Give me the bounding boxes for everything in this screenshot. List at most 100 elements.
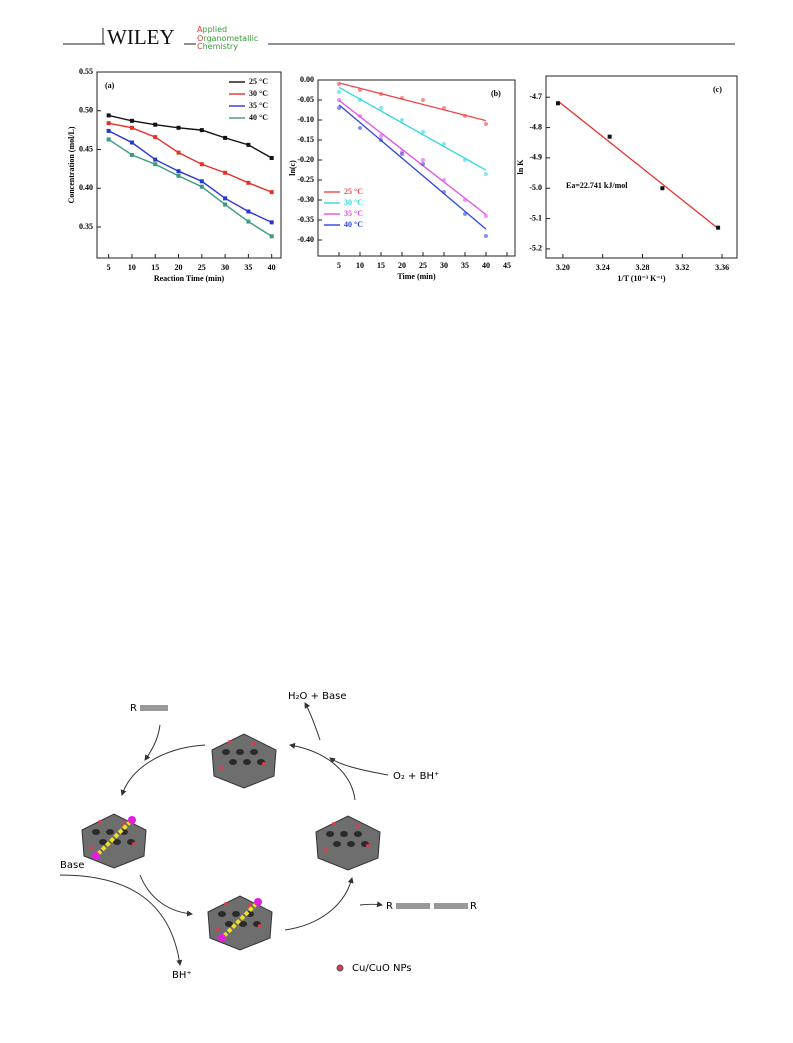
trend-line <box>338 99 487 216</box>
x-tick-label: 3.32 <box>675 263 689 272</box>
ligand <box>128 816 136 824</box>
trend-line <box>557 100 719 230</box>
legend-label: 40 °C <box>344 220 363 229</box>
data-point <box>153 135 158 140</box>
catalyst-pore <box>236 749 244 755</box>
y-tick-label: -5.0 <box>529 183 542 192</box>
data-point <box>358 126 362 130</box>
y-tick-label: -5.1 <box>529 213 542 222</box>
data-point <box>269 156 274 161</box>
ligand <box>218 934 226 942</box>
y-tick-label: -0.10 <box>297 115 314 124</box>
cycle-arrow <box>289 742 356 801</box>
y-tick-label: -4.9 <box>529 153 542 162</box>
data-point <box>463 212 467 216</box>
y-axis-label: ln(c) <box>288 160 297 176</box>
data-point <box>463 114 467 118</box>
nanoparticle <box>224 902 228 906</box>
nanoparticle <box>220 766 224 770</box>
side-arrow <box>329 757 389 776</box>
data-point <box>129 118 134 123</box>
x-tick-label: 25 <box>419 261 427 270</box>
series-line <box>108 138 273 237</box>
data-point <box>379 138 383 142</box>
nanoparticle <box>332 822 336 826</box>
x-tick-label: 35 <box>461 261 469 270</box>
nanoparticle <box>252 742 256 746</box>
data-point <box>223 196 228 201</box>
data-point <box>176 173 181 178</box>
y-tick-label: -0.25 <box>297 175 314 184</box>
catalyst-pore <box>340 831 348 837</box>
side-arrow <box>59 874 183 966</box>
data-point <box>246 180 251 185</box>
byproduct: H₂O + Base <box>288 691 347 702</box>
data-point <box>421 98 425 102</box>
catalyst-pore <box>354 831 362 837</box>
x-axis-label: Time (min) <box>397 272 436 281</box>
y-tick-label: 0.45 <box>79 144 93 153</box>
x-tick-label: 15 <box>377 261 385 270</box>
x-tick-label: 30 <box>440 261 448 270</box>
catalyst-pore <box>239 921 247 927</box>
x-tick-label: 3.36 <box>715 263 729 272</box>
legend-label: 25 °C <box>344 187 363 196</box>
data-point <box>421 162 425 166</box>
legend-label: 35 °C <box>249 101 268 110</box>
data-point <box>153 162 158 167</box>
annotation: Ea=22.741 kJ/mol <box>566 181 628 190</box>
data-point <box>269 234 274 239</box>
product: R <box>470 901 477 912</box>
plot-frame <box>317 79 516 257</box>
y-tick-label: -0.20 <box>297 155 314 164</box>
data-point <box>421 130 425 134</box>
brand: WILEY <box>107 25 175 49</box>
data-point <box>337 82 341 86</box>
data-point <box>484 122 488 126</box>
data-point <box>463 158 467 162</box>
x-tick-label: 35 <box>244 263 252 272</box>
catalyst-pore <box>232 911 240 917</box>
y-tick-label: -0.40 <box>297 235 314 244</box>
catalyst-pore <box>222 749 230 755</box>
catalyst <box>211 733 277 789</box>
y-tick-label: -0.15 <box>297 135 314 144</box>
alkyne-chain <box>222 902 258 938</box>
legend-label: 35 °C <box>344 209 363 218</box>
trend-line <box>338 82 487 122</box>
data-point <box>555 101 560 106</box>
trend-line <box>338 104 487 230</box>
panel-label: (b) <box>491 89 501 98</box>
y-tick-label: -0.30 <box>297 195 314 204</box>
y-tick-label: -0.05 <box>297 95 314 104</box>
nanoparticle <box>98 820 102 824</box>
data-point <box>106 137 111 142</box>
x-tick-label: 3.28 <box>635 263 649 272</box>
catalyst-pore <box>99 839 107 845</box>
nanoparticle <box>216 928 220 932</box>
data-point <box>358 98 362 102</box>
x-axis-label: 1/T (10⁻³ K⁻¹) <box>617 274 666 283</box>
nanoparticle <box>366 844 370 848</box>
x-tick-label: 20 <box>398 261 406 270</box>
data-point <box>269 190 274 195</box>
catalyst-pore <box>106 829 114 835</box>
cycle-arrow <box>120 744 206 796</box>
ligand <box>92 852 100 860</box>
data-point <box>246 219 251 224</box>
data-point <box>484 172 488 176</box>
catalyst-pore <box>218 911 226 917</box>
catalyst <box>81 813 147 869</box>
panel-label: (c) <box>713 85 722 94</box>
nanoparticle <box>356 824 360 828</box>
y-axis-label: ln K <box>516 159 525 175</box>
side-arrow <box>304 702 321 741</box>
journal-line: Organometallic <box>197 33 259 43</box>
legend-label: 40 °C <box>249 113 268 122</box>
y-tick-label: 0.55 <box>79 67 93 76</box>
panel-label: (a) <box>105 81 115 90</box>
journal-name: Applied Organometallic Chemistry <box>197 25 259 52</box>
data-point <box>153 122 158 127</box>
